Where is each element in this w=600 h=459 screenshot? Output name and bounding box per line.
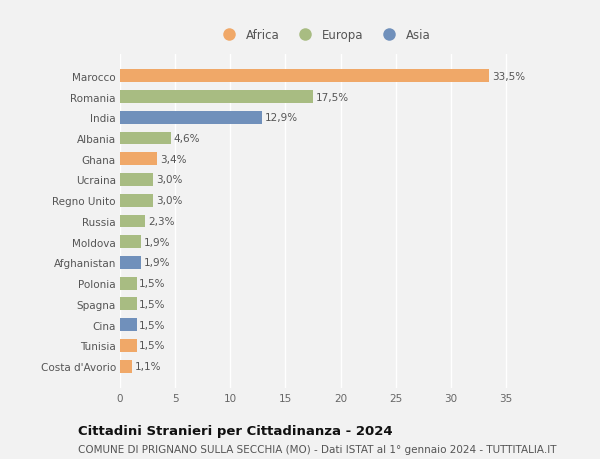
Bar [120,194,153,207]
Text: 1,5%: 1,5% [139,299,166,309]
Bar [120,319,137,331]
Bar [120,236,141,249]
Bar [120,257,141,269]
Bar [120,132,171,145]
Bar [120,215,145,228]
Bar [120,112,262,124]
Text: 1,5%: 1,5% [139,279,166,289]
Text: 33,5%: 33,5% [492,72,525,82]
Text: 3,0%: 3,0% [156,196,182,206]
Bar [120,153,157,166]
Bar [120,298,137,311]
Text: 1,1%: 1,1% [135,361,161,371]
Bar [120,339,137,352]
Bar [120,360,132,373]
Bar [120,277,137,290]
Text: Cittadini Stranieri per Cittadinanza - 2024: Cittadini Stranieri per Cittadinanza - 2… [78,425,392,437]
Bar [120,174,153,186]
Bar [120,70,490,83]
Text: 1,5%: 1,5% [139,320,166,330]
Text: 2,3%: 2,3% [148,217,175,226]
Bar [120,91,313,104]
Text: 3,4%: 3,4% [160,154,187,164]
Text: 3,0%: 3,0% [156,175,182,185]
Text: COMUNE DI PRIGNANO SULLA SECCHIA (MO) - Dati ISTAT al 1° gennaio 2024 - TUTTITAL: COMUNE DI PRIGNANO SULLA SECCHIA (MO) - … [78,444,557,454]
Text: 17,5%: 17,5% [316,92,349,102]
Legend: Africa, Europa, Asia: Africa, Europa, Asia [212,24,436,47]
Text: 4,6%: 4,6% [173,134,200,144]
Text: 12,9%: 12,9% [265,113,298,123]
Text: 1,9%: 1,9% [144,258,170,268]
Text: 1,9%: 1,9% [144,237,170,247]
Text: 1,5%: 1,5% [139,341,166,351]
